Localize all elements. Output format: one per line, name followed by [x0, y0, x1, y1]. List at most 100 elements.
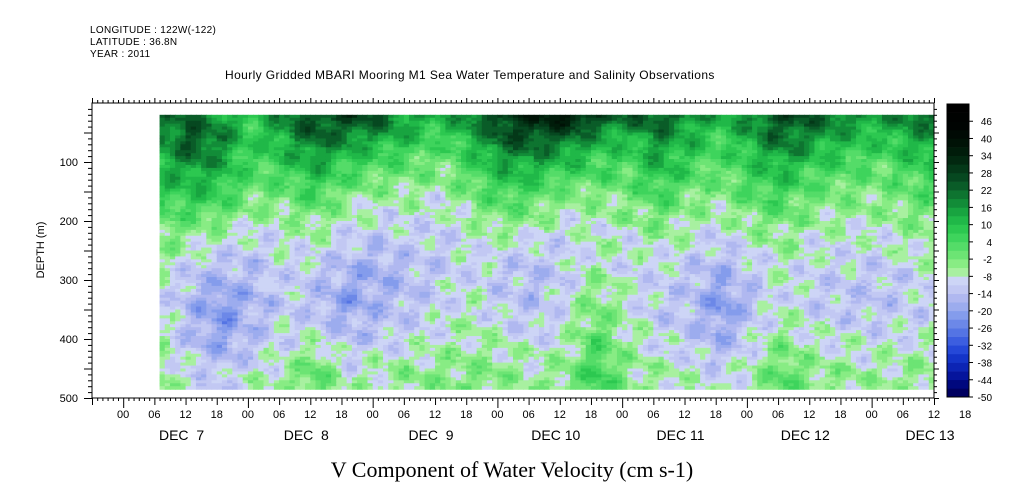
heatmap-cell — [388, 262, 395, 266]
heatmap-cell — [273, 318, 280, 322]
heatmap-cell — [388, 209, 395, 213]
heatmap-cell — [357, 280, 363, 284]
heatmap-cell — [383, 347, 389, 352]
heatmap-cell — [372, 167, 379, 172]
heatmap-cell — [362, 123, 369, 128]
heatmap-cell — [211, 333, 218, 337]
heatmap-cell — [253, 274, 259, 278]
heatmap-cell — [175, 153, 181, 157]
heatmap-cell — [393, 209, 400, 213]
heatmap-cell — [227, 144, 233, 148]
heatmap-cell — [294, 138, 301, 142]
heatmap-cell — [273, 344, 280, 349]
heatmap-cell — [388, 321, 395, 325]
heatmap-cell — [273, 238, 280, 243]
heatmap-cell — [367, 253, 374, 257]
heatmap-cell — [336, 191, 343, 196]
heatmap-cell — [169, 277, 176, 281]
heatmap-cell — [325, 265, 332, 269]
heatmap-cell — [273, 368, 280, 373]
heatmap-cell — [195, 244, 202, 249]
heatmap-cell — [232, 259, 239, 263]
heatmap-cell — [299, 277, 306, 281]
heatmap-cell — [377, 241, 384, 246]
heatmap-cell — [336, 365, 343, 370]
heatmap-cell — [164, 185, 171, 190]
heatmap-cell — [263, 303, 270, 308]
heatmap-cell — [388, 327, 395, 331]
heatmap-cell — [164, 294, 171, 299]
heatmap-cell — [175, 250, 181, 255]
heatmap-cell — [357, 238, 363, 243]
heatmap-cell — [216, 347, 223, 352]
heatmap-cell — [185, 144, 192, 148]
heatmap-cell — [289, 309, 296, 314]
heatmap-cell — [325, 203, 332, 207]
heatmap-cell — [237, 277, 244, 281]
heatmap-cell — [294, 383, 301, 387]
heatmap-cell — [284, 315, 291, 319]
heatmap-cell — [195, 341, 202, 346]
heatmap-cell — [341, 359, 348, 364]
heatmap-cell — [242, 277, 249, 281]
heatmap-cell — [159, 333, 166, 337]
heatmap-cell — [331, 215, 337, 219]
heatmap-cell — [190, 114, 197, 119]
heatmap-cell — [232, 191, 239, 196]
heatmap-cell — [227, 132, 233, 137]
heatmap-cell — [331, 347, 337, 352]
heatmap-cell — [268, 291, 275, 296]
heatmap-cell — [284, 191, 291, 196]
heatmap-cell — [206, 300, 213, 305]
heatmap-cell — [362, 170, 369, 175]
heatmap-cell — [227, 223, 233, 228]
heatmap-cell — [279, 285, 285, 290]
heatmap-cell — [227, 339, 233, 343]
heatmap-cell — [273, 153, 280, 157]
heatmap-cell — [289, 126, 296, 131]
heatmap-cell — [175, 297, 181, 302]
heatmap-cell — [351, 339, 358, 343]
heatmap-cell — [362, 350, 369, 355]
heatmap-cell — [284, 324, 291, 328]
heatmap-cell — [351, 132, 358, 137]
heatmap-cell — [305, 238, 311, 243]
heatmap-cell — [206, 374, 213, 378]
heatmap-cell — [284, 197, 291, 201]
heatmap-cell — [357, 117, 363, 122]
heatmap-cell — [310, 344, 317, 349]
heatmap-cell — [253, 259, 259, 263]
heatmap-cell — [211, 212, 218, 216]
heatmap-cell — [273, 182, 280, 187]
heatmap-cell — [351, 359, 358, 364]
heatmap-cell — [247, 179, 254, 184]
heatmap-cell — [190, 247, 197, 252]
heatmap-cell — [388, 386, 395, 390]
heatmap-cell — [305, 235, 311, 240]
heatmap-cell — [216, 135, 223, 139]
heatmap-cell — [175, 221, 181, 225]
heatmap-cell — [383, 324, 389, 328]
heatmap-cell — [341, 353, 348, 358]
heatmap-cell — [367, 215, 374, 219]
heatmap-cell — [237, 167, 244, 172]
heatmap-cell — [164, 268, 171, 272]
heatmap-cell — [258, 235, 265, 240]
heatmap-cell — [175, 341, 181, 346]
heatmap-cell — [258, 339, 265, 343]
heatmap-cell — [346, 300, 353, 305]
heatmap-cell — [315, 377, 322, 381]
heatmap-cell — [242, 221, 249, 225]
heatmap-cell — [159, 256, 166, 260]
heatmap-cell — [351, 191, 358, 196]
heatmap-cell — [159, 265, 166, 269]
heatmap-cell — [232, 356, 239, 361]
heatmap-cell — [221, 173, 228, 178]
heatmap-cell — [258, 167, 265, 172]
heatmap-cell — [388, 285, 395, 290]
heatmap-cell — [227, 218, 233, 222]
heatmap-cell — [258, 368, 265, 373]
heatmap-cell — [320, 380, 327, 384]
heatmap-cell — [336, 141, 343, 145]
heatmap-cell — [253, 356, 259, 361]
